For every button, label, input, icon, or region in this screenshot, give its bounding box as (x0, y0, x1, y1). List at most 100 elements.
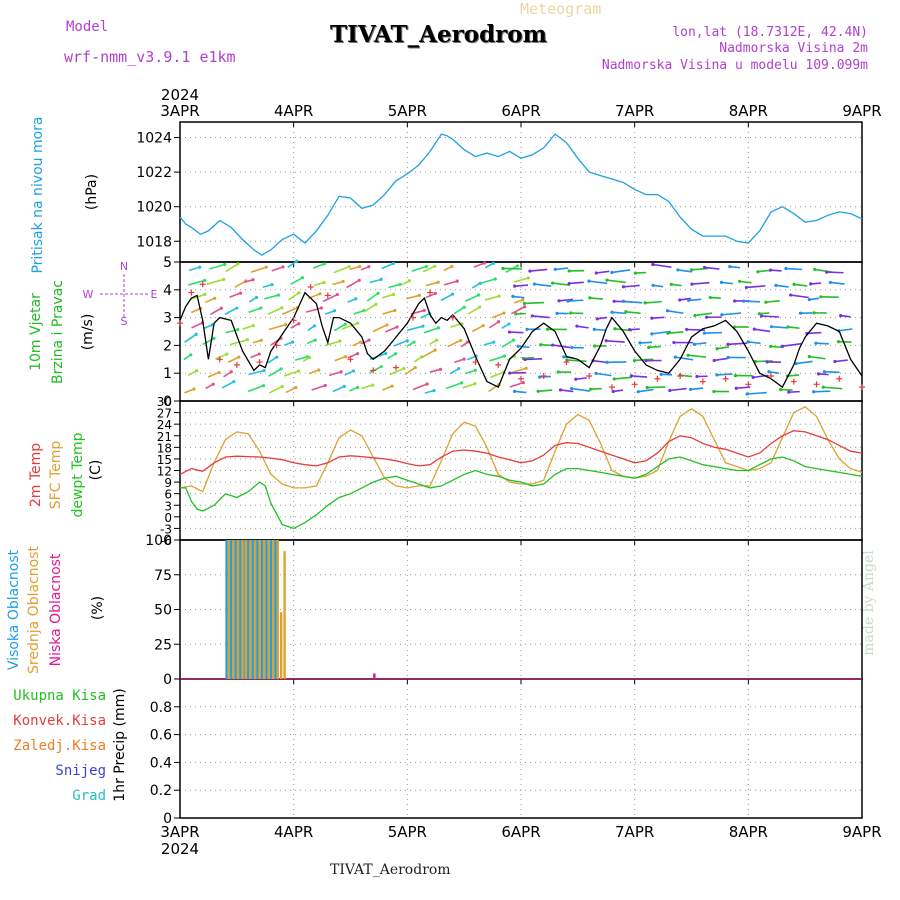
wind-arrow (635, 271, 647, 274)
pressure-axis-title: Pritisak na nivou mora (30, 116, 46, 273)
wind-arrow (420, 312, 431, 319)
wind-arrow (347, 352, 358, 359)
wind-arrow-head (323, 383, 327, 388)
wind-arrow (224, 307, 238, 316)
precip-legend-item: Konvek.Kisa (13, 713, 106, 729)
wind-arrow-head (556, 370, 560, 374)
wind-arrow-head (507, 330, 512, 334)
meteogram-label: Meteogram (520, 0, 602, 18)
wind-arrow (429, 368, 441, 373)
cloud-bar-mid (227, 540, 231, 679)
cloud-bar-mid (258, 540, 261, 679)
wind-arrow (721, 281, 733, 285)
wind-gust-marker (307, 284, 314, 291)
wind-arrow-head (367, 338, 371, 342)
wind-arrow-head (621, 285, 626, 289)
wind-gust-marker (859, 384, 865, 391)
cloud-bar-high (269, 540, 273, 679)
wind-arrow (759, 312, 770, 315)
wind-arrow-head (702, 331, 706, 335)
wind-arrow-head (223, 262, 227, 266)
wind-arrow-head (280, 384, 284, 389)
cloud-bar-high (239, 540, 242, 679)
wind-arrow (614, 376, 632, 380)
x-date-label-top: 6APR (501, 102, 540, 120)
wind-gust-marker (677, 372, 684, 379)
wind-arrow-head (593, 344, 597, 348)
y-tick-label: 0 (163, 672, 172, 688)
wind-arrow-head (297, 291, 301, 295)
wind-axis-title-2: Brzina i Pravac (50, 280, 66, 384)
wind-arrow-head (767, 370, 771, 374)
x-year-bottom: 2024 (161, 840, 199, 858)
wind-arrow-head (570, 345, 574, 350)
wind-arrow (268, 385, 283, 394)
wind-arrow-head (222, 277, 226, 281)
wind-axis-title-1: 10m Vjetar (28, 293, 44, 371)
y-tick-label: 24 (157, 418, 172, 432)
wind-arrow (815, 342, 829, 345)
wind-arrow (567, 299, 584, 302)
wind-arrow (294, 356, 308, 361)
wind-arrow-head (738, 279, 742, 283)
wind-arrow (287, 260, 298, 269)
wind-arrow (290, 276, 303, 286)
wind-arrow-head (726, 355, 730, 360)
wind-arrow (675, 356, 694, 361)
wind-arrow-head (261, 384, 266, 388)
wind-arrow (631, 375, 648, 378)
wind-arrow-head (425, 382, 429, 386)
temp-unit: (C) (88, 460, 104, 481)
wind-arrow (838, 328, 853, 332)
y-tick-label: -6 (160, 534, 172, 548)
wind-arrow (271, 266, 284, 272)
wind-arrow-head (575, 324, 579, 328)
wind-arrow-head (594, 371, 598, 375)
wind-arrow-head (720, 313, 724, 317)
wind-arrow-head (638, 341, 642, 345)
wind-arrow-head (589, 387, 593, 391)
x-date-label-bottom: 5APR (388, 823, 427, 841)
wind-arrow-head (351, 369, 356, 373)
wind-arrow (594, 328, 606, 332)
wind-gust-marker (449, 314, 456, 321)
wind-arrow-head (343, 355, 348, 359)
wind-gust-marker (768, 372, 775, 379)
wind-arrow (529, 268, 548, 272)
model-label: Model (66, 19, 109, 35)
wind-arrow (248, 369, 265, 376)
wind-arrow-head (516, 344, 520, 348)
wind-arrow (834, 359, 848, 363)
wind-arrow (775, 284, 789, 288)
wind-arrow-head (211, 382, 215, 386)
wind-arrow-head (567, 281, 571, 286)
wind-arrow (788, 390, 800, 393)
wind-arrow (651, 316, 665, 320)
wind-arrow-head (692, 342, 696, 346)
wind-arrow-head (809, 282, 813, 286)
wind-arrow-head (792, 282, 796, 287)
x-date-label-bottom: 3APR (160, 823, 199, 841)
wind-arrow-head (405, 339, 409, 343)
wind-gust-marker (427, 289, 434, 296)
x-date-label-bottom: 9APR (842, 823, 881, 841)
wind-arrow-head (643, 301, 647, 305)
wind-arrow (489, 355, 505, 362)
wind-arrow-head (798, 311, 803, 315)
wind-arrow-head (610, 310, 614, 314)
wind-arrow (512, 295, 525, 299)
wind-arrow-head (760, 314, 764, 318)
wind-arrow-head (693, 313, 697, 318)
wind-arrow (190, 307, 201, 314)
wind-arrow-head (477, 293, 481, 297)
wind-arrow-head (570, 386, 574, 391)
wind-gust-marker (790, 378, 797, 385)
wind-arrow-head (198, 265, 202, 269)
wind-arrow-head (194, 332, 198, 336)
cloud-bar-mid (267, 540, 270, 679)
wind-arrow-head (473, 382, 477, 386)
wind-arrow-head (632, 358, 636, 363)
wind-gust-marker (745, 381, 752, 388)
wind-arrow (514, 284, 529, 287)
wind-arrow-head (566, 299, 570, 303)
